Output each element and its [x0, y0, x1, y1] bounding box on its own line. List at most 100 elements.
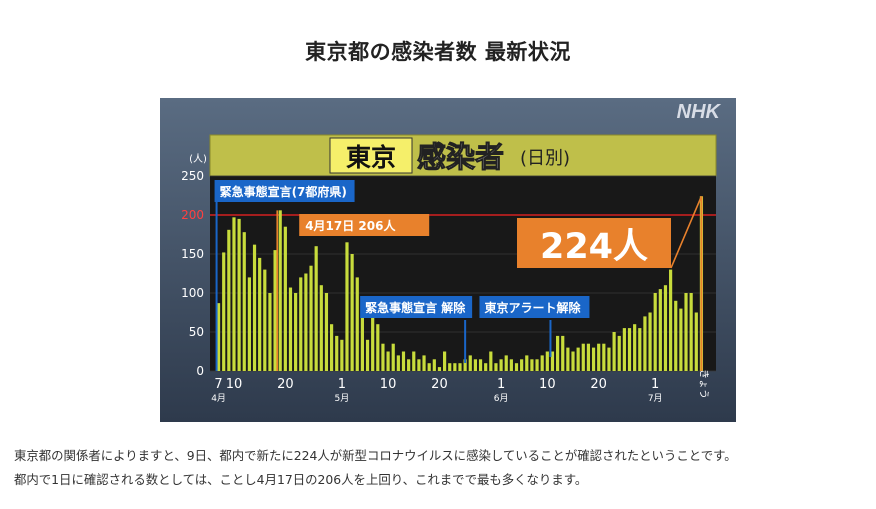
- bar: [252, 244, 257, 371]
- callout-label-today: 224人: [540, 227, 648, 267]
- bar: [679, 308, 683, 371]
- bar: [242, 232, 246, 371]
- x-tick-label: 1: [497, 377, 505, 392]
- bar: [627, 328, 632, 371]
- bar: [576, 347, 580, 371]
- bar: [463, 359, 467, 371]
- article-body: 東京都の関係者によりますと、9日、都内で新たに224人が新型コロナウイルスに感染…: [14, 444, 874, 492]
- bar: [278, 210, 282, 371]
- x-tick-label: 20: [277, 377, 294, 392]
- bar: [360, 300, 364, 371]
- event-label-box: [360, 296, 473, 318]
- bar: [371, 316, 375, 371]
- callout-box-today: [517, 218, 671, 268]
- bar: [304, 273, 308, 371]
- x-tick-label: 10: [539, 377, 556, 392]
- bar: [345, 242, 349, 371]
- event-label-emergency: 緊急事態宣言(7都府県): [220, 184, 347, 199]
- bar: [597, 343, 601, 371]
- bar: [376, 324, 380, 371]
- month-label: 5月: [334, 393, 349, 404]
- chart-title-banner: [209, 134, 717, 177]
- bar: [340, 339, 344, 371]
- y-tick-label: 200: [181, 208, 204, 222]
- bar: [653, 293, 657, 371]
- bar: [412, 351, 416, 371]
- bar: [489, 351, 493, 371]
- bar: [643, 316, 647, 371]
- month-label: 4月: [211, 393, 226, 404]
- bar: [391, 343, 395, 371]
- bar: [263, 269, 267, 371]
- bar: [571, 351, 575, 371]
- bar: [442, 351, 447, 371]
- event-label-tokyo-alert: 東京アラート解除: [484, 300, 581, 315]
- bar: [386, 351, 390, 371]
- bar: [309, 265, 313, 371]
- y-tick-label: 100: [181, 286, 204, 300]
- bar: [437, 367, 442, 371]
- x-tick-label: 1: [651, 377, 659, 392]
- bar: [350, 254, 354, 371]
- bar: [335, 335, 339, 371]
- bar: [684, 293, 688, 371]
- nhk-logo: NHK: [677, 101, 722, 123]
- bar: [602, 343, 606, 371]
- bar: [273, 250, 277, 371]
- bar: [545, 351, 549, 371]
- bar: [509, 359, 513, 371]
- title-box-tokyo: [329, 137, 413, 174]
- bar: [407, 359, 411, 371]
- bar: [268, 293, 272, 371]
- x-tick-label: 20: [431, 377, 448, 392]
- bar: [355, 277, 359, 371]
- bar: [556, 335, 560, 371]
- bar: [581, 343, 585, 371]
- bar: [294, 293, 298, 371]
- bar: [319, 285, 323, 371]
- bar: [535, 359, 539, 371]
- bar: [669, 269, 673, 371]
- callout-leader-line: [670, 195, 703, 269]
- bar: [365, 339, 370, 371]
- bar: [453, 363, 457, 371]
- chart-title-sub: 感染者: [417, 140, 504, 174]
- chart-title-paren: (日別): [520, 148, 570, 169]
- bar: [448, 363, 452, 371]
- bar: [566, 347, 570, 371]
- bar: [283, 226, 287, 371]
- bar: [288, 287, 293, 371]
- bar: [422, 355, 426, 371]
- callout-box-april17: [299, 214, 430, 236]
- caption-line-2: 都内で1日に確認される数としては、ことし4月17日の206人を上回り、これまでで…: [14, 472, 588, 487]
- page-title: 東京都の感染者数 最新状況: [305, 40, 571, 64]
- bar: [396, 355, 400, 371]
- y-tick-label: 250: [181, 169, 204, 183]
- bar: [514, 363, 519, 371]
- news-chart-image: NHK 東京 感染者 (日別) (人) 0 50 100 150 200 250 7 10 2…: [160, 98, 736, 422]
- bar: [633, 324, 637, 371]
- caption-line-1: 東京都の関係者によりますと、9日、都内で新たに224人が新型コロナウイルスに感染…: [14, 448, 737, 463]
- event-label-box: [214, 180, 355, 202]
- bar: [550, 351, 555, 371]
- bar: [694, 312, 698, 371]
- bar: [484, 363, 488, 371]
- y-axis-unit: (人): [189, 153, 207, 165]
- bar: [494, 363, 498, 371]
- x-tick-label: 10: [380, 377, 397, 392]
- month-label: 7月: [648, 393, 663, 404]
- callout-label-april17: 4月17日 206人: [305, 218, 396, 233]
- bar: [638, 328, 642, 371]
- bar: [381, 343, 385, 371]
- bar: [525, 355, 529, 371]
- bar: [540, 355, 544, 371]
- bar: [329, 324, 334, 371]
- bar: [586, 343, 591, 371]
- bar: [468, 355, 472, 371]
- bar: [473, 359, 478, 371]
- event-label-lifted: 緊急事態宣言 解除: [365, 300, 466, 315]
- bar: [258, 257, 262, 371]
- bar: [314, 246, 318, 371]
- x-tick-label: 1: [338, 377, 346, 392]
- bar: [324, 293, 329, 371]
